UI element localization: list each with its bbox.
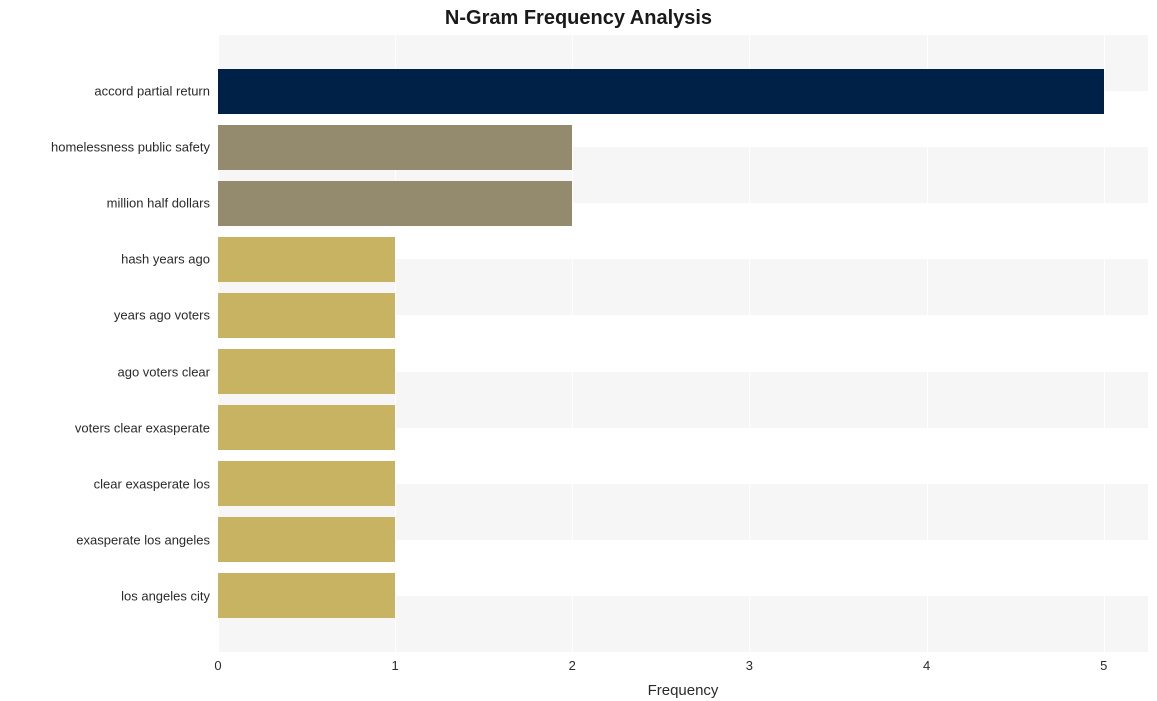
gridline <box>749 35 750 652</box>
category-label: ago voters clear <box>118 364 211 379</box>
category-label: hash years ago <box>121 252 210 267</box>
bar <box>218 405 395 450</box>
bar <box>218 461 395 506</box>
xtick-label: 5 <box>1100 658 1107 673</box>
bar <box>218 69 1104 114</box>
category-label: los angeles city <box>121 588 210 603</box>
xtick-label: 0 <box>214 658 221 673</box>
xtick-label: 4 <box>923 658 930 673</box>
xaxis-title: Frequency <box>218 682 1148 699</box>
category-label: clear exasperate los <box>94 476 210 491</box>
category-label: homelessness public safety <box>51 140 210 155</box>
bar <box>218 293 395 338</box>
gridline <box>572 35 573 652</box>
xtick-label: 1 <box>392 658 399 673</box>
gridline <box>927 35 928 652</box>
chart-title: N-Gram Frequency Analysis <box>0 7 1157 30</box>
bar <box>218 125 572 170</box>
xtick-label: 2 <box>569 658 576 673</box>
bar <box>218 349 395 394</box>
bar <box>218 517 395 562</box>
category-label: million half dollars <box>107 196 210 211</box>
plot-area <box>218 35 1148 652</box>
category-label: voters clear exasperate <box>75 420 210 435</box>
category-label: exasperate los angeles <box>76 532 210 547</box>
bar <box>218 237 395 282</box>
xtick-label: 3 <box>746 658 753 673</box>
bar <box>218 181 572 226</box>
category-label: years ago voters <box>114 308 210 323</box>
category-label: accord partial return <box>94 84 210 99</box>
bar <box>218 573 395 618</box>
ngram-chart: N-Gram Frequency Analysis Frequency acco… <box>0 0 1157 701</box>
gridline <box>1104 35 1105 652</box>
